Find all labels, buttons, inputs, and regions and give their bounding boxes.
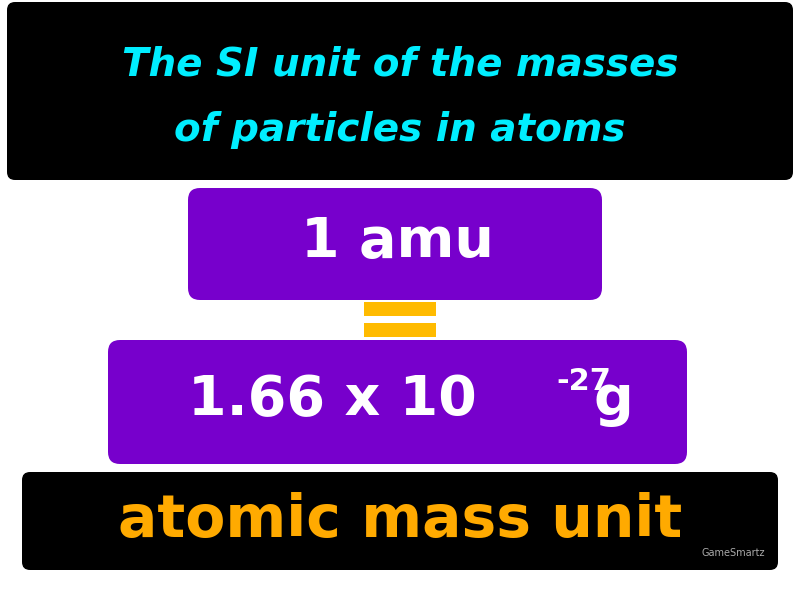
FancyBboxPatch shape: [364, 323, 436, 337]
FancyBboxPatch shape: [108, 340, 687, 464]
FancyBboxPatch shape: [188, 188, 602, 300]
Text: 1.66 x 10: 1.66 x 10: [188, 373, 477, 427]
FancyBboxPatch shape: [7, 2, 793, 180]
Text: 1 amu: 1 amu: [301, 215, 494, 269]
Text: -27: -27: [556, 367, 611, 397]
FancyBboxPatch shape: [22, 472, 778, 570]
FancyBboxPatch shape: [364, 302, 436, 316]
Text: atomic mass unit: atomic mass unit: [118, 491, 682, 548]
Text: g: g: [593, 373, 633, 427]
Text: The SI unit of the masses: The SI unit of the masses: [122, 46, 678, 84]
Text: GameSmartz: GameSmartz: [702, 548, 765, 558]
Text: of particles in atoms: of particles in atoms: [174, 111, 626, 149]
